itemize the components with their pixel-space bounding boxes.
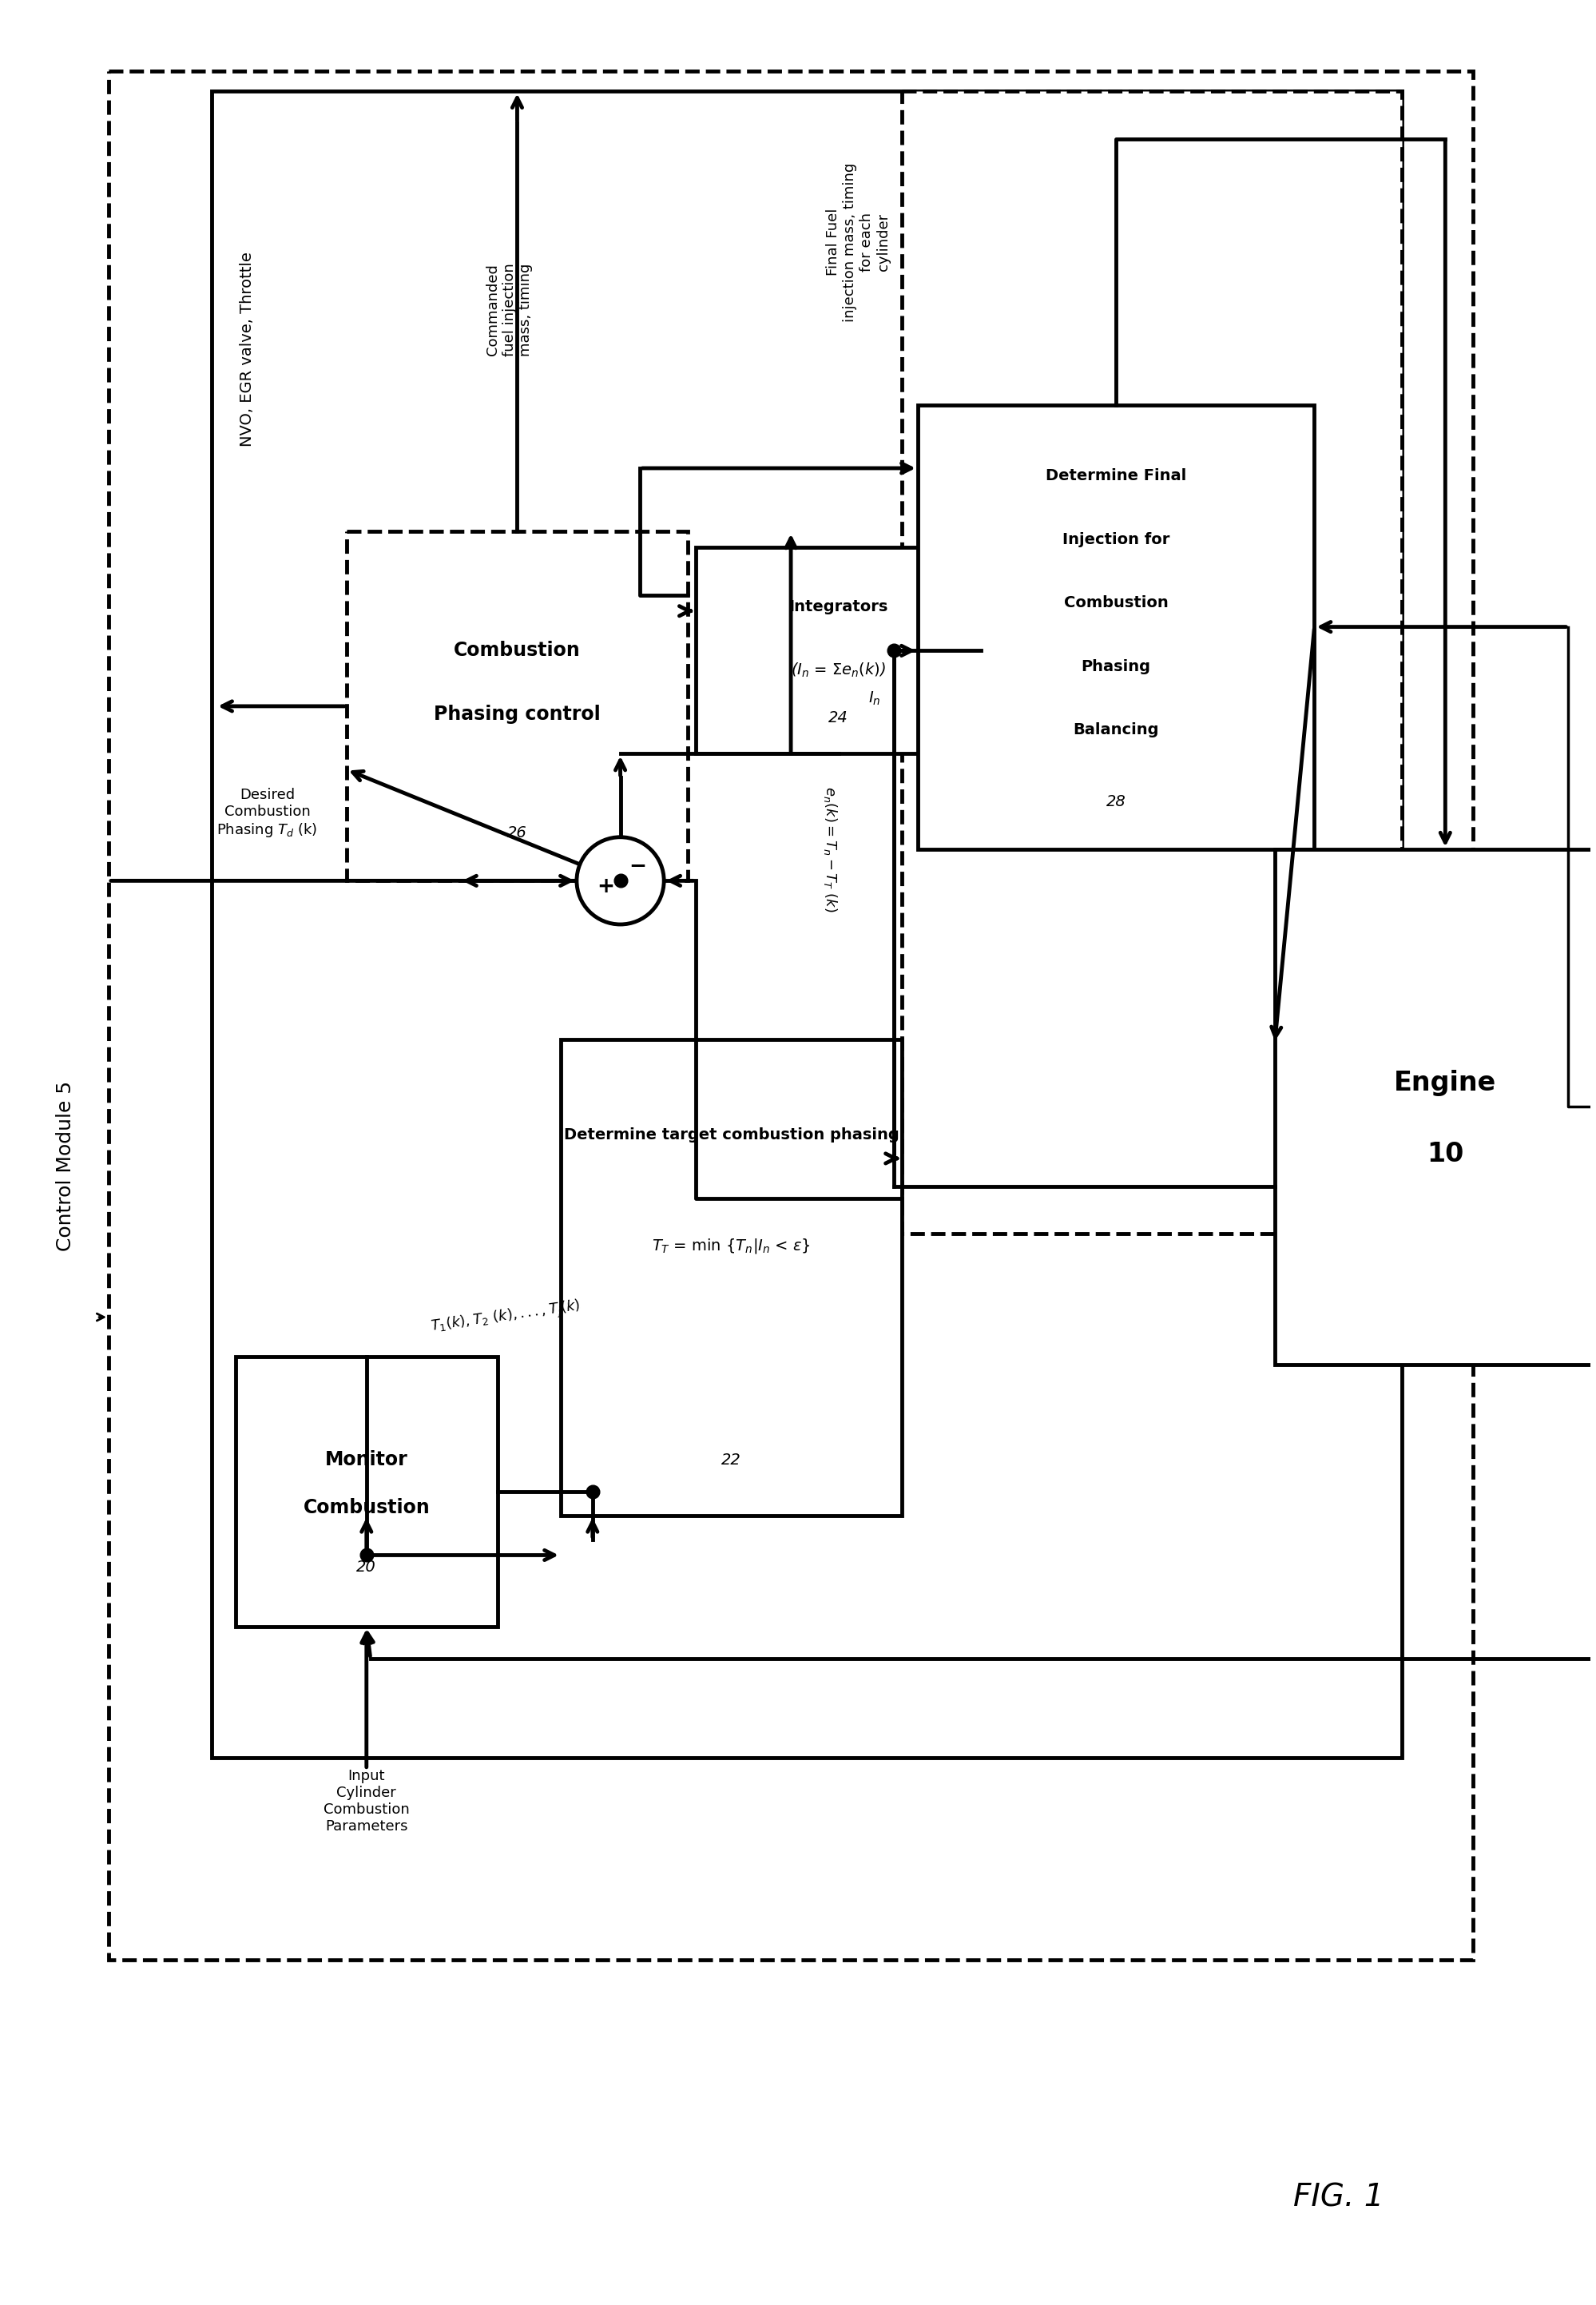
Text: $e_n(k) = T_n - T_T\ (k)$: $e_n(k) = T_n - T_T\ (k)$ [822,786,839,913]
Text: Determine target combustion phasing: Determine target combustion phasing [563,1127,899,1143]
Text: Combustion: Combustion [303,1498,429,1517]
Bar [212,92,1401,1756]
Text: Injection for: Injection for [1063,532,1170,546]
Text: Control Module 5: Control Module 5 [56,1081,75,1252]
Text: Phasing: Phasing [1082,659,1151,673]
Bar [236,1358,498,1627]
Text: ($I_n$ = $\Sigma e_n(k)$): ($I_n$ = $\Sigma e_n(k)$) [792,662,886,680]
Text: −: − [629,855,646,876]
Bar [346,532,688,881]
Text: Phasing control: Phasing control [434,705,600,724]
Text: 10: 10 [1427,1141,1464,1169]
Text: 26: 26 [508,825,527,841]
Text: Determine Final: Determine Final [1045,468,1186,484]
Text: $I_n$: $I_n$ [868,689,881,708]
Text: Input
Cylinder
Combustion
Parameters: Input Cylinder Combustion Parameters [324,1768,410,1832]
Bar [696,549,982,754]
Text: 20: 20 [356,1560,377,1574]
Bar [109,71,1473,1959]
Text: 28: 28 [1106,793,1125,809]
Text: Commanded
fuel injection
mass, timing: Commanded fuel injection mass, timing [485,263,533,357]
Text: +: + [597,876,614,897]
Text: NVO, EGR valve, Throttle: NVO, EGR valve, Throttle [239,251,255,447]
Text: 24: 24 [828,710,849,726]
Bar [560,1040,902,1514]
Bar [902,92,1401,1233]
Text: Combustion: Combustion [1065,595,1168,611]
Circle shape [576,837,664,924]
Text: Balancing: Balancing [1073,721,1159,738]
Text: $T_T$ = min {$T_n$|$I_n$ < $\varepsilon$}: $T_T$ = min {$T_n$|$I_n$ < $\varepsilon$… [651,1235,811,1254]
Text: $T_1(k), T_2\ (k), ..., T_j(k)$: $T_1(k), T_2\ (k), ..., T_j(k)$ [429,1298,581,1337]
Text: Final Fuel
injection mass, timing
for each
cylinder: Final Fuel injection mass, timing for ea… [827,161,891,323]
Text: Integrators: Integrators [788,599,887,615]
Text: FIG. 1: FIG. 1 [1293,2183,1384,2213]
Text: Combustion: Combustion [453,641,581,659]
Bar [1275,848,1596,1365]
Text: 22: 22 [721,1452,741,1468]
Text: Desired
Combustion
Phasing $T_d$ (k): Desired Combustion Phasing $T_d$ (k) [217,788,318,839]
Bar [918,406,1315,848]
Text: Engine: Engine [1393,1070,1497,1097]
Text: Monitor: Monitor [326,1450,409,1471]
